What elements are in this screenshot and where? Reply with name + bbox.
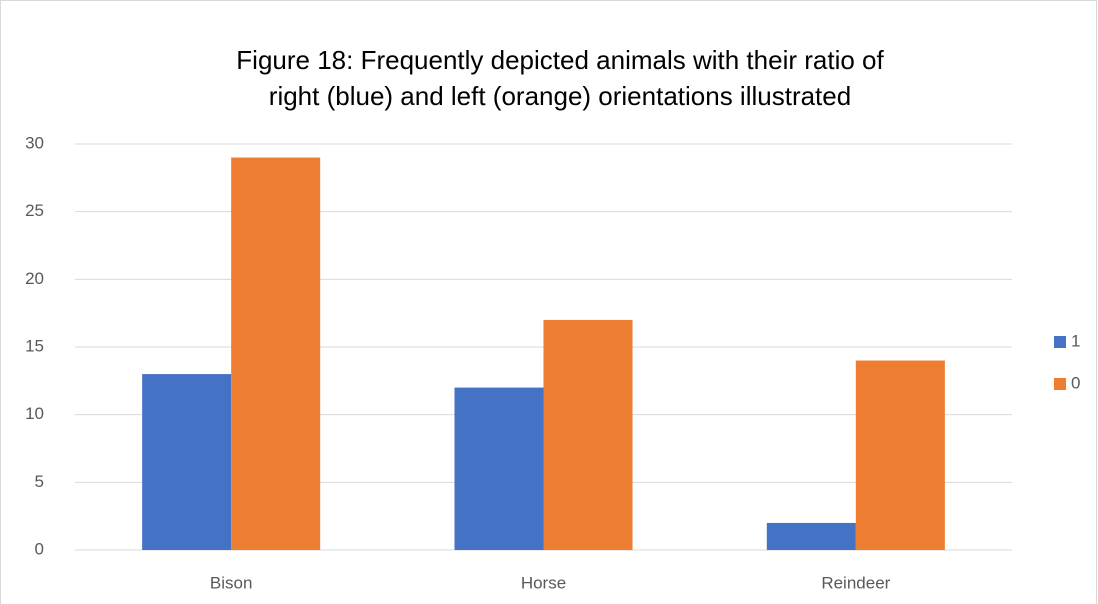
y-tick-label: 5 [35, 472, 44, 491]
bar [142, 374, 232, 550]
bar [855, 360, 945, 550]
y-tick-label: 0 [35, 539, 44, 558]
bar [231, 157, 321, 551]
legend-label: 0 [1071, 373, 1080, 392]
x-tick-label: Bison [210, 573, 253, 592]
bar [766, 522, 856, 550]
legend-swatch [1054, 378, 1066, 390]
legend-label: 1 [1071, 331, 1080, 350]
legend-swatch [1054, 336, 1066, 348]
y-tick-label: 20 [25, 269, 44, 288]
y-tick-label: 25 [25, 201, 44, 220]
y-tick-label: 10 [25, 404, 44, 423]
bar [543, 319, 633, 550]
x-tick-label: Horse [521, 573, 566, 592]
y-tick-label: 15 [25, 336, 44, 355]
bar [454, 387, 544, 550]
y-tick-label: 30 [25, 133, 44, 152]
chart-title: Figure 18: Frequently depicted animals w… [236, 45, 884, 111]
x-tick-label: Reindeer [821, 573, 890, 592]
